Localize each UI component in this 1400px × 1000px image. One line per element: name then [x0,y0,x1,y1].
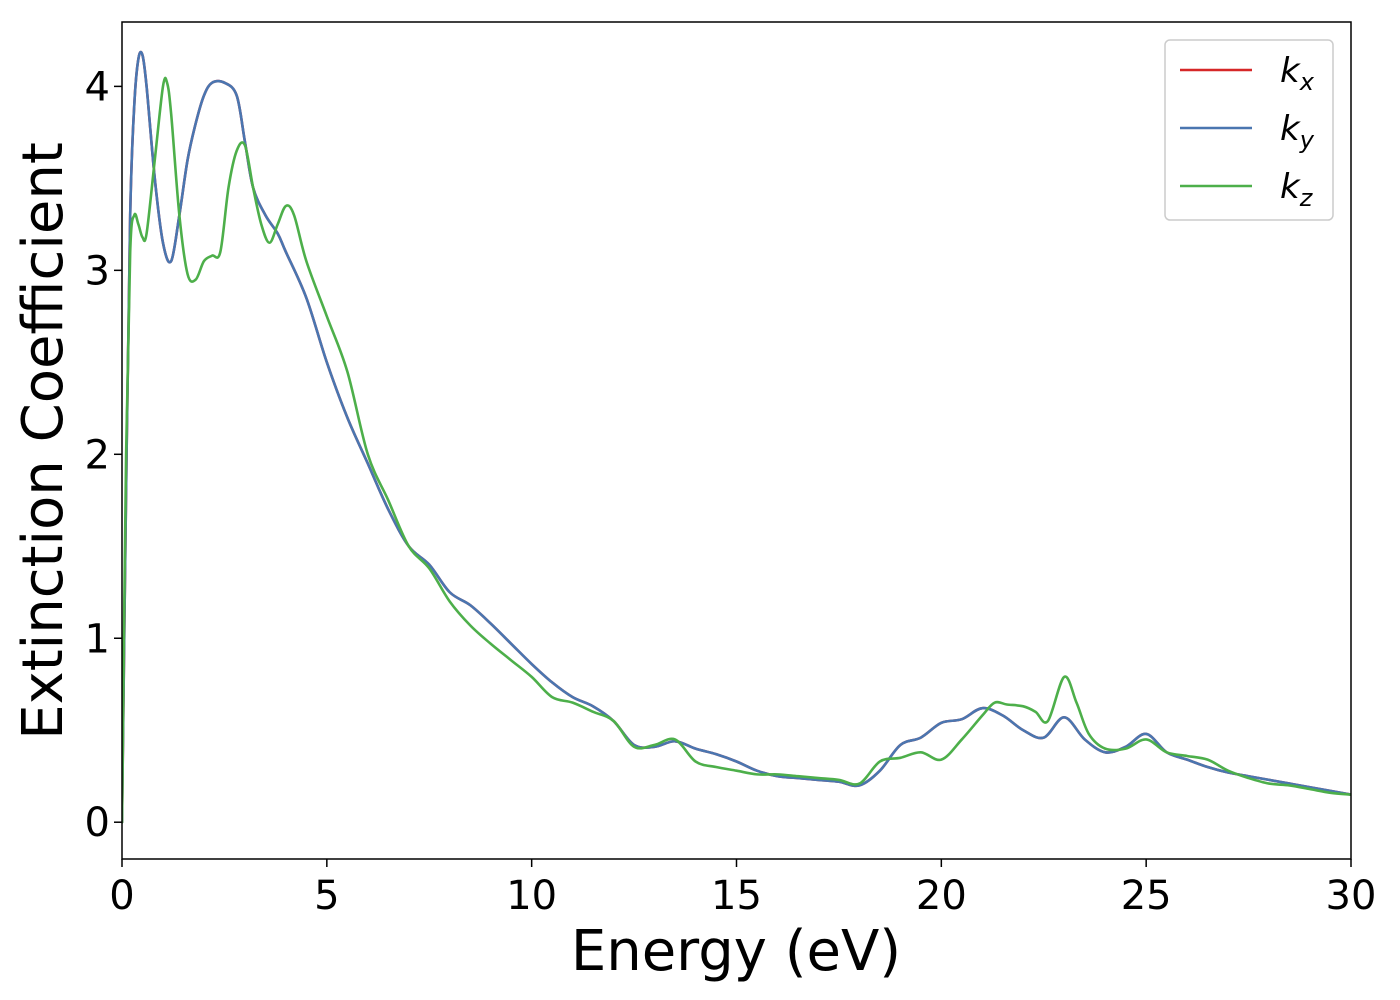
x-axis-label: Energy (eV) [571,919,901,984]
y-tick-label: 0 [85,800,110,846]
y-tick-label: 3 [85,248,110,294]
x-tick-label: 30 [1326,873,1377,919]
series-layer [122,50,1351,824]
x-tick-label: 25 [1121,873,1172,919]
legend-box [1164,39,1334,221]
plot-background [122,22,1351,859]
legend-label-kx: kx [1280,51,1315,96]
legend: kx ky kz [1164,39,1334,221]
x-tick-label: 15 [711,873,762,919]
y-tick-label: 1 [85,616,110,662]
x-tick-label: 20 [916,873,967,919]
x-tick-label: 5 [314,873,339,919]
x-tick-label: 10 [506,873,557,919]
legend-label-kz: kz [1280,167,1314,212]
y-axis-ticks: 0 1 2 3 4 [85,64,122,846]
y-tick-label: 4 [85,64,110,110]
legend-label-ky: ky [1280,109,1315,154]
y-tick-label: 2 [85,432,110,478]
x-axis-ticks: 0 5 10 15 20 25 30 [109,859,1376,919]
y-axis-label: Extinction Coefficient [11,142,76,740]
x-tick-label: 0 [109,873,134,919]
series-line-kz [122,76,1351,824]
